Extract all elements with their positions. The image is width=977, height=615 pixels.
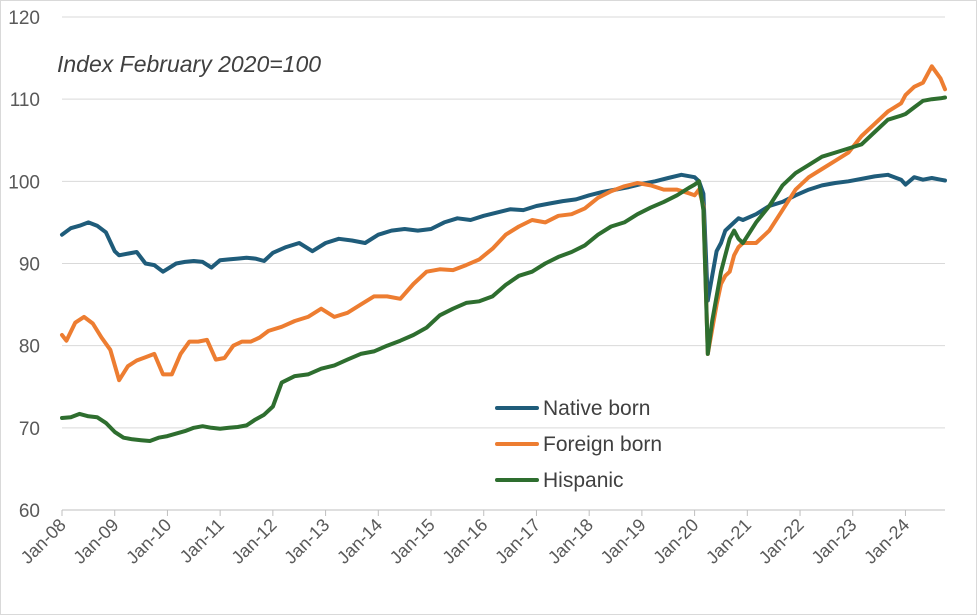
series-lines bbox=[60, 64, 947, 443]
series-line-hispanic bbox=[60, 95, 947, 443]
chart-subtitle: Index February 2020=100 bbox=[57, 51, 321, 77]
y-tick-label: 100 bbox=[8, 172, 40, 193]
x-tick-label: Jan-23 bbox=[808, 515, 861, 568]
x-tick-label: Jan-17 bbox=[491, 515, 544, 568]
x-tick-label: Jan-13 bbox=[280, 515, 333, 568]
x-tick-label: Jan-24 bbox=[860, 515, 913, 568]
gridlines bbox=[62, 16, 945, 429]
y-tick-label: 60 bbox=[19, 501, 40, 522]
x-tick-label: Jan-19 bbox=[597, 515, 650, 568]
x-tick-label: Jan-20 bbox=[649, 515, 702, 568]
y-tick-label: 110 bbox=[10, 90, 40, 111]
x-tick-label: Jan-11 bbox=[176, 515, 228, 567]
x-tick-label: Jan-22 bbox=[755, 515, 808, 568]
series-line-foreign-born bbox=[60, 64, 947, 383]
x-tick-label: Jan-09 bbox=[69, 515, 122, 568]
x-tick-label: Jan-14 bbox=[333, 515, 386, 568]
y-tick-label: 70 bbox=[19, 419, 40, 440]
legend-label: Hispanic bbox=[543, 469, 624, 492]
legend-label: Foreign born bbox=[543, 433, 662, 456]
x-tick-label: Jan-08 bbox=[17, 515, 70, 568]
legend-label: Native born bbox=[543, 397, 650, 420]
legend: Native born Foreign born Hispanic bbox=[495, 397, 662, 492]
x-tick-label: Jan-21 bbox=[702, 515, 755, 568]
x-tick-label: Jan-18 bbox=[544, 515, 597, 568]
x-tick-label: Jan-16 bbox=[438, 515, 491, 568]
y-tick-label: 80 bbox=[19, 337, 40, 358]
x-tick-label: Jan-10 bbox=[122, 515, 175, 568]
y-axis-ticks: 60 70 80 90 100 110 120 bbox=[8, 8, 40, 522]
x-tick-label: Jan-12 bbox=[228, 515, 281, 568]
y-tick-label: 90 bbox=[19, 255, 40, 276]
x-tick-label: Jan-15 bbox=[386, 515, 439, 568]
y-tick-label: 120 bbox=[8, 8, 40, 29]
x-axis-ticks: Jan-08 Jan-09 Jan-10 Jan-11 Jan-12 Jan-13 Jan-… bbox=[17, 510, 913, 568]
